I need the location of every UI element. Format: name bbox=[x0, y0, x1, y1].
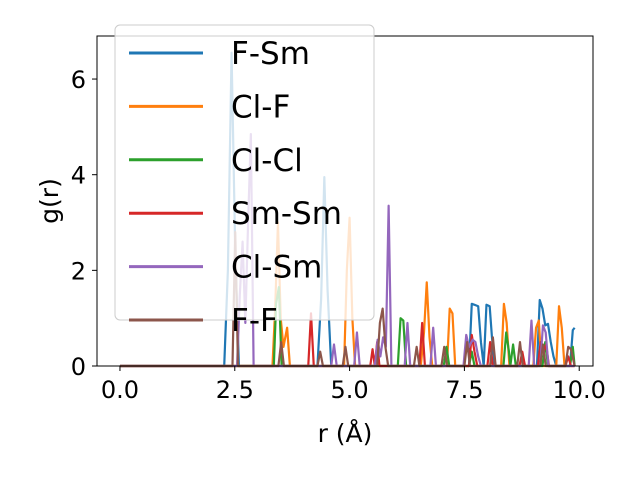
x-tick-label: 7.5 bbox=[445, 376, 483, 404]
x-tick-label: 2.5 bbox=[216, 376, 254, 404]
legend-label-cl-f: Cl-F bbox=[231, 89, 290, 125]
y-tick-label: 6 bbox=[71, 66, 86, 94]
x-tick-label: 5.0 bbox=[331, 376, 369, 404]
legend-box bbox=[114, 24, 375, 321]
legend-label-cl-cl: Cl-Cl bbox=[231, 143, 303, 179]
x-axis: 0.0 2.5 5.0 7.5 10.0 bbox=[101, 366, 606, 404]
x-tick-label: 0.0 bbox=[101, 376, 139, 404]
y-tick-label: 2 bbox=[71, 257, 86, 285]
y-axis-label: g(r) bbox=[35, 178, 64, 224]
y-axis: 0 2 4 6 bbox=[71, 66, 97, 381]
legend-label-cl-sm: Cl-Sm bbox=[231, 250, 322, 286]
legend-label-f-sm: F-Sm bbox=[231, 36, 310, 72]
x-tick-label: 10.0 bbox=[553, 376, 606, 404]
y-tick-label: 4 bbox=[71, 162, 86, 190]
x-axis-label: r (Å) bbox=[318, 419, 373, 448]
y-tick-label: 0 bbox=[71, 353, 86, 381]
legend: F-Sm Cl-F Cl-Cl Sm-Sm Cl-Sm F-F bbox=[114, 24, 375, 339]
legend-label-sm-sm: Sm-Sm bbox=[231, 196, 342, 232]
legend-label-f-f: F-F bbox=[231, 303, 278, 339]
